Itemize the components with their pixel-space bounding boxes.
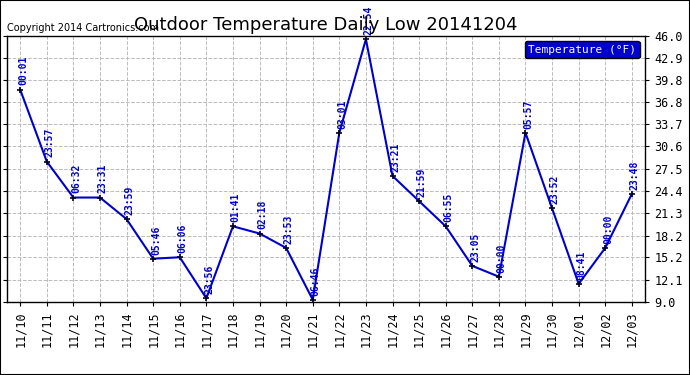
Text: 03:01: 03:01 (337, 99, 347, 129)
Legend: Temperature (°F): Temperature (°F) (525, 41, 640, 58)
Text: 06:46: 06:46 (310, 266, 321, 296)
Text: 05:57: 05:57 (523, 99, 533, 129)
Text: 06:06: 06:06 (177, 224, 188, 253)
Text: 23:31: 23:31 (98, 164, 108, 194)
Text: 22:54: 22:54 (364, 6, 374, 35)
Text: 00:01: 00:01 (18, 56, 28, 86)
Text: 23:57: 23:57 (45, 128, 55, 158)
Text: 01:41: 01:41 (230, 193, 241, 222)
Text: 23:05: 23:05 (470, 232, 480, 262)
Text: 00:00: 00:00 (603, 214, 613, 244)
Text: 23:59: 23:59 (124, 186, 135, 215)
Text: 21:59: 21:59 (417, 168, 427, 197)
Text: 02:18: 02:18 (257, 200, 267, 230)
Text: 23:21: 23:21 (391, 142, 400, 172)
Text: 23:48: 23:48 (630, 160, 640, 190)
Text: 23:56: 23:56 (204, 265, 214, 294)
Title: Outdoor Temperature Daily Low 20141204: Outdoor Temperature Daily Low 20141204 (135, 16, 518, 34)
Text: 23:52: 23:52 (550, 175, 560, 204)
Text: 06:55: 06:55 (444, 193, 453, 222)
Text: Copyright 2014 Cartronics.com: Copyright 2014 Cartronics.com (7, 23, 159, 33)
Text: 08:41: 08:41 (576, 251, 586, 280)
Text: 23:53: 23:53 (284, 214, 294, 244)
Text: 06:32: 06:32 (71, 164, 81, 194)
Text: 00:00: 00:00 (497, 243, 506, 273)
Text: 05:46: 05:46 (151, 225, 161, 255)
